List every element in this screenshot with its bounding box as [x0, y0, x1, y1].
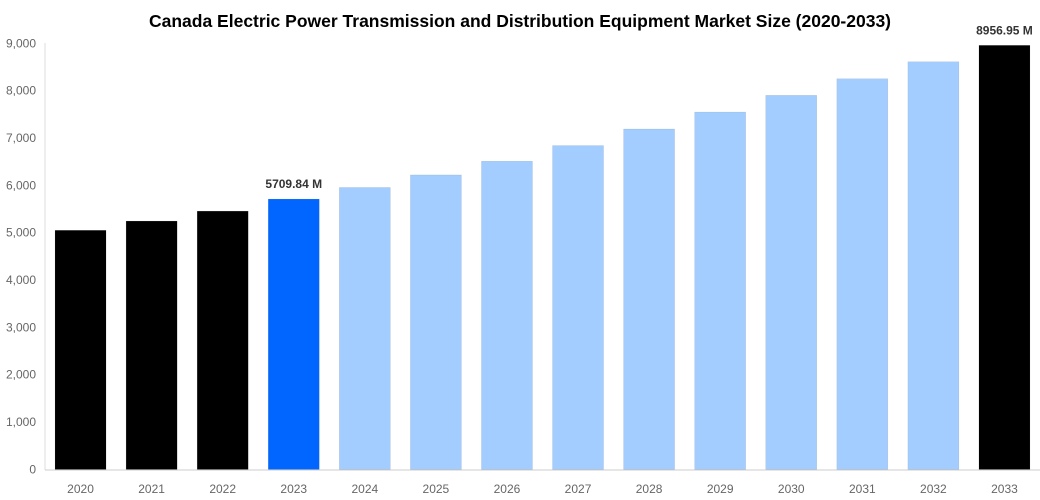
y-tick-label: 8,000 [6, 84, 36, 98]
bar-2025[interactable] [410, 174, 462, 470]
bar-2024[interactable] [339, 187, 391, 470]
x-tick-label: 2029 [707, 482, 734, 496]
x-tick-label: 2020 [67, 482, 94, 496]
x-tick-label: 2026 [494, 482, 521, 496]
x-tick-label: 2030 [778, 482, 805, 496]
y-tick-label: 9,000 [6, 36, 36, 50]
bar-2020[interactable] [54, 230, 107, 470]
x-tick-label: 2021 [138, 482, 165, 496]
x-tick-label: 2027 [565, 482, 592, 496]
bar-2033[interactable] [978, 45, 1031, 470]
x-tick-label: 2032 [920, 482, 947, 496]
bar-2030[interactable] [765, 95, 817, 470]
y-tick-label: 2,000 [6, 368, 36, 382]
x-tick-label: 2028 [636, 482, 663, 496]
y-tick-label: 0 [29, 462, 36, 476]
bar-2026[interactable] [481, 160, 533, 470]
data-label: 5709.84 M [265, 177, 322, 191]
y-tick-label: 4,000 [6, 273, 36, 287]
y-tick-label: 5,000 [6, 226, 36, 240]
x-tick-label: 2033 [991, 482, 1018, 496]
data-label: 8956.95 M [976, 23, 1033, 37]
bar-2027[interactable] [552, 145, 604, 470]
bar-2031[interactable] [836, 78, 889, 470]
bar-2028[interactable] [623, 128, 675, 470]
x-tick-label: 2022 [209, 482, 236, 496]
bar-2023[interactable] [268, 198, 320, 470]
bar-2021[interactable] [125, 220, 178, 470]
y-tick-label: 7,000 [6, 131, 36, 145]
chart-title: Canada Electric Power Transmission and D… [149, 11, 891, 31]
bar-2022[interactable] [196, 210, 249, 470]
x-tick-label: 2025 [423, 482, 450, 496]
y-tick-label: 3,000 [6, 320, 36, 334]
y-tick-label: 6,000 [6, 178, 36, 192]
y-tick-label: 1,000 [6, 415, 36, 429]
x-tick-label: 2031 [849, 482, 876, 496]
bar-2029[interactable] [694, 111, 746, 470]
bar-2032[interactable] [907, 61, 960, 470]
x-tick-label: 2024 [351, 482, 378, 496]
x-tick-label: 2023 [280, 482, 307, 496]
